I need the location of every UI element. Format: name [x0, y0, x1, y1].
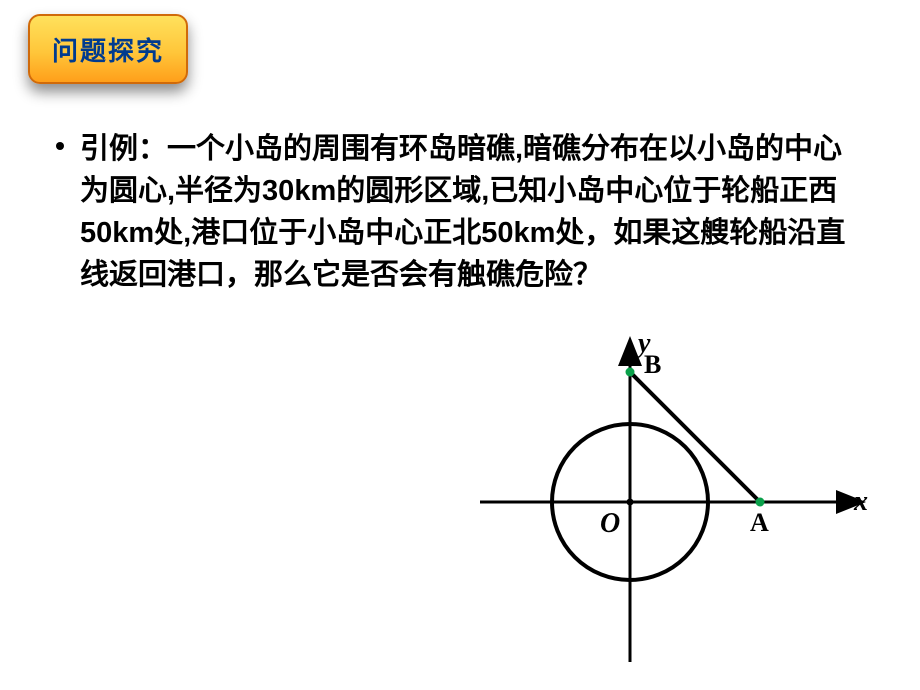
point-a-label: A — [750, 508, 769, 538]
point-b-label: B — [644, 350, 661, 380]
bullet-icon — [56, 142, 64, 150]
section-badge: 问题探究 — [28, 14, 188, 84]
x-axis-label: x — [854, 486, 868, 518]
badge-box: 问题探究 — [28, 14, 188, 84]
point-a-dot — [756, 498, 765, 507]
diagram-svg — [440, 332, 870, 672]
badge-label: 问题探究 — [52, 31, 164, 68]
point-b-dot — [626, 368, 635, 377]
problem-block: 引例：一个小岛的周围有环岛暗礁,暗礁分布在以小岛的中心为圆心,半径为30km的圆… — [80, 128, 860, 296]
geometry-diagram: y x O A B — [440, 332, 870, 672]
line-ab — [630, 372, 760, 502]
problem-text: 引例：一个小岛的周围有环岛暗礁,暗礁分布在以小岛的中心为圆心,半径为30km的圆… — [80, 128, 860, 296]
origin-label: O — [600, 508, 620, 540]
origin-dot — [627, 499, 634, 506]
